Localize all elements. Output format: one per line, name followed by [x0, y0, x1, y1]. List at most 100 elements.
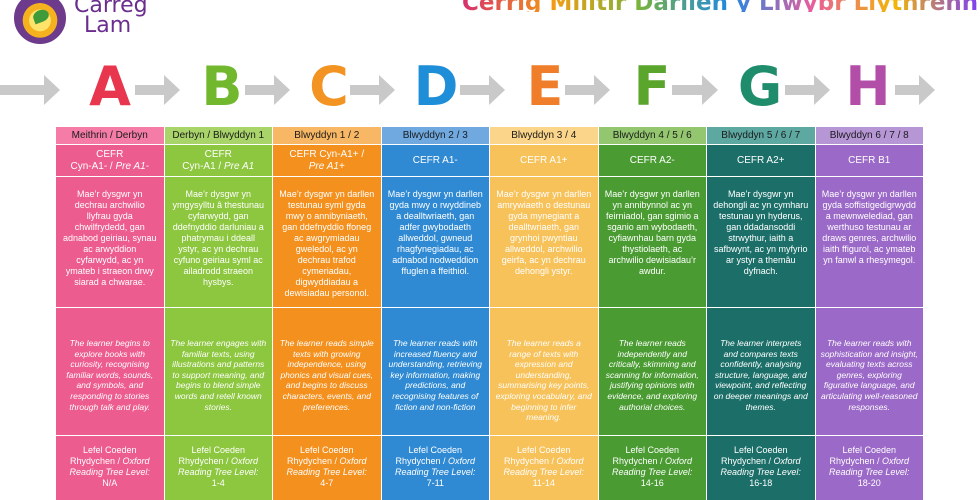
- level-caption: Reading Tree Level:: [503, 467, 584, 477]
- level-line-2b: Oxford: [339, 456, 367, 466]
- milestone-letter-d: D: [413, 55, 459, 118]
- level-line-2a: Rhydychen /: [829, 456, 882, 466]
- level-line-1: Lefel Coeden: [408, 445, 463, 455]
- year-label: Meithrin / Derbyn: [56, 127, 164, 144]
- level-value: 14-16: [640, 478, 664, 488]
- cefr-main: CEFR B1: [848, 154, 891, 166]
- level-value: 16-18: [749, 478, 773, 488]
- level-line-2b: Oxford: [122, 456, 150, 466]
- level-line-1: Lefel Coeden: [842, 445, 897, 455]
- level-line-3: Reading Tree Level:: [386, 467, 486, 478]
- brand-line-1: Carreg: [74, 0, 148, 18]
- milestone-column: Derbyn / Blwyddyn 1 CEFR Cyn-A1 / Pre A1 Ma…: [164, 127, 272, 500]
- english-description: The learner reads a range of texts with …: [490, 308, 598, 435]
- arrow-shaft: [565, 85, 596, 95]
- arrow-shaft: [135, 85, 166, 95]
- level-line-2: Rhydychen / Oxford: [169, 456, 269, 467]
- level-value: 1-4: [211, 478, 225, 488]
- page-title: Cerrig Milltir Darllen y Llwybr Llythren…: [462, 0, 977, 12]
- year-label: Blwyddyn 1 / 2: [273, 127, 381, 144]
- level-caption: Reading Tree Level:: [178, 467, 259, 477]
- arrow-shaft: [460, 85, 491, 95]
- arrow-shaft: [0, 85, 46, 95]
- reading-tree-level: Lefel Coeden Rhydychen / Oxford Reading Tr…: [273, 436, 381, 500]
- level-line-1: Lefel Coeden: [625, 445, 680, 455]
- milestone-letter-h: H: [845, 55, 891, 118]
- cefr-level: CEFR A2+: [707, 145, 815, 176]
- level-caption: Reading Tree Level:: [395, 467, 476, 477]
- level-line-2a: Rhydychen /: [395, 456, 448, 466]
- milestone-column: Blwyddyn 1 / 2 CEFR Cyn-A1+ / Pre A1+ Mae’…: [273, 127, 381, 500]
- level-line-3: Reading Tree Level:: [711, 467, 811, 478]
- level-line-2a: Rhydychen /: [69, 456, 123, 466]
- level-line-2: Rhydychen / Oxford: [60, 456, 160, 467]
- arrow-head-icon: [379, 75, 395, 105]
- cefr-main: CEFR: [204, 148, 232, 160]
- english-description: The learner begins to explore books with…: [56, 308, 164, 435]
- cefr-level: CEFR Cyn-A1- / Pre A1-: [56, 145, 164, 176]
- arrow-head-icon: [44, 75, 60, 105]
- reading-tree-level: Lefel Coeden Rhydychen / Oxford Reading Tr…: [598, 436, 706, 500]
- level-line-2b: Oxford: [773, 456, 801, 466]
- level-caption: Reading Tree Level:: [829, 467, 910, 477]
- welsh-description: Mae’r dysgwr yn dehongli ac yn cymharu t…: [707, 177, 815, 307]
- arrow-head-icon: [594, 75, 610, 105]
- arrow-shaft: [895, 85, 921, 95]
- milestone-letter-e: E: [526, 55, 564, 118]
- cefr-main: CEFR A2+: [736, 154, 785, 166]
- milestone-column: Meithrin / Derbyn CEFR Cyn-A1- / Pre A1- Ma…: [56, 127, 164, 500]
- arrow-head-icon: [489, 75, 505, 105]
- arrow-shaft: [350, 85, 381, 95]
- milestone-column: Blwyddyn 3 / 4 CEFR A1+ Mae’r dysgwr yn da…: [490, 127, 598, 500]
- cefr-level: CEFR B1: [815, 145, 923, 176]
- level-line-2: Rhydychen / Oxford: [494, 456, 594, 467]
- arrow-head-icon: [274, 75, 290, 105]
- level-line-2: Rhydychen / Oxford: [386, 456, 486, 467]
- year-label: Derbyn / Blwyddyn 1: [164, 127, 272, 144]
- milestone-column: Blwyddyn 5 / 6 / 7 CEFR A2+ Mae’r dysgwr y…: [707, 127, 815, 500]
- level-line-2a: Rhydychen /: [286, 456, 340, 466]
- cefr-main: CEFR: [96, 148, 124, 160]
- milestone-letter-g: G: [737, 55, 783, 118]
- level-line-3: Reading Tree Level:: [169, 467, 269, 478]
- milestone-column: Blwyddyn 2 / 3 CEFR A1- Mae’r dysgwr yn da…: [381, 127, 489, 500]
- level-value: 4-7: [320, 478, 334, 488]
- year-label: Blwyddyn 6 / 7 / 8: [815, 127, 923, 144]
- level-line-2: Rhydychen / Oxford: [711, 456, 811, 467]
- cefr-italic: Pre A1: [223, 160, 255, 172]
- reading-tree-level: Lefel Coeden Rhydychen / Oxford Reading Tr…: [164, 436, 272, 500]
- brand-line-2: Lam: [84, 13, 132, 38]
- arrow-head-icon: [814, 75, 830, 105]
- level-line-1: Lefel Coeden: [299, 445, 354, 455]
- carreg-lam-logo: [14, 0, 66, 44]
- level-caption: Reading Tree Level:: [286, 467, 367, 477]
- level-line-2a: Rhydychen /: [178, 456, 231, 466]
- reading-tree-level: Lefel Coeden Rhydychen / Oxford Reading Tr…: [707, 436, 815, 500]
- level-caption: Reading Tree Level:: [720, 467, 801, 477]
- cefr-level: CEFR Cyn-A1 / Pre A1: [164, 145, 272, 176]
- level-line-3: Reading Tree Level:: [494, 467, 594, 478]
- level-line-2b: Oxford: [665, 456, 693, 466]
- level-line-2: Rhydychen / Oxford: [603, 456, 703, 467]
- english-description: The learner engages with familiar texts,…: [164, 308, 272, 435]
- level-line-2b: Oxford: [556, 456, 584, 466]
- english-description: The learner reads simple texts with grow…: [273, 308, 381, 435]
- milestone-letter-b: B: [201, 55, 243, 118]
- milestone-column: Blwyddyn 6 / 7 / 8 CEFR B1 Mae’r dysgwr yn…: [815, 127, 923, 500]
- reading-tree-level: Lefel Coeden Rhydychen / Oxford Reading Tr…: [815, 436, 923, 500]
- leaf-icon: [31, 7, 51, 25]
- level-value: 7-11: [426, 478, 444, 488]
- english-description: The learner reads with increased fluency…: [381, 308, 489, 435]
- cefr-italic: Pre A1-: [115, 160, 150, 172]
- milestone-letter-a: A: [89, 55, 131, 118]
- level-line-3: Reading Tree Level:: [820, 467, 920, 478]
- year-label: Blwyddyn 3 / 4: [490, 127, 598, 144]
- level-line-1: Lefel Coeden: [191, 445, 246, 455]
- arrow-head-icon: [919, 75, 935, 105]
- milestone-letter-f: F: [633, 55, 671, 118]
- reading-tree-level: Lefel Coeden Rhydychen / Oxford Reading Tr…: [56, 436, 164, 500]
- milestone-letter-c: C: [309, 55, 349, 118]
- cefr-rest: Cyn-A1 /: [182, 160, 224, 172]
- arrow-head-icon: [702, 75, 718, 105]
